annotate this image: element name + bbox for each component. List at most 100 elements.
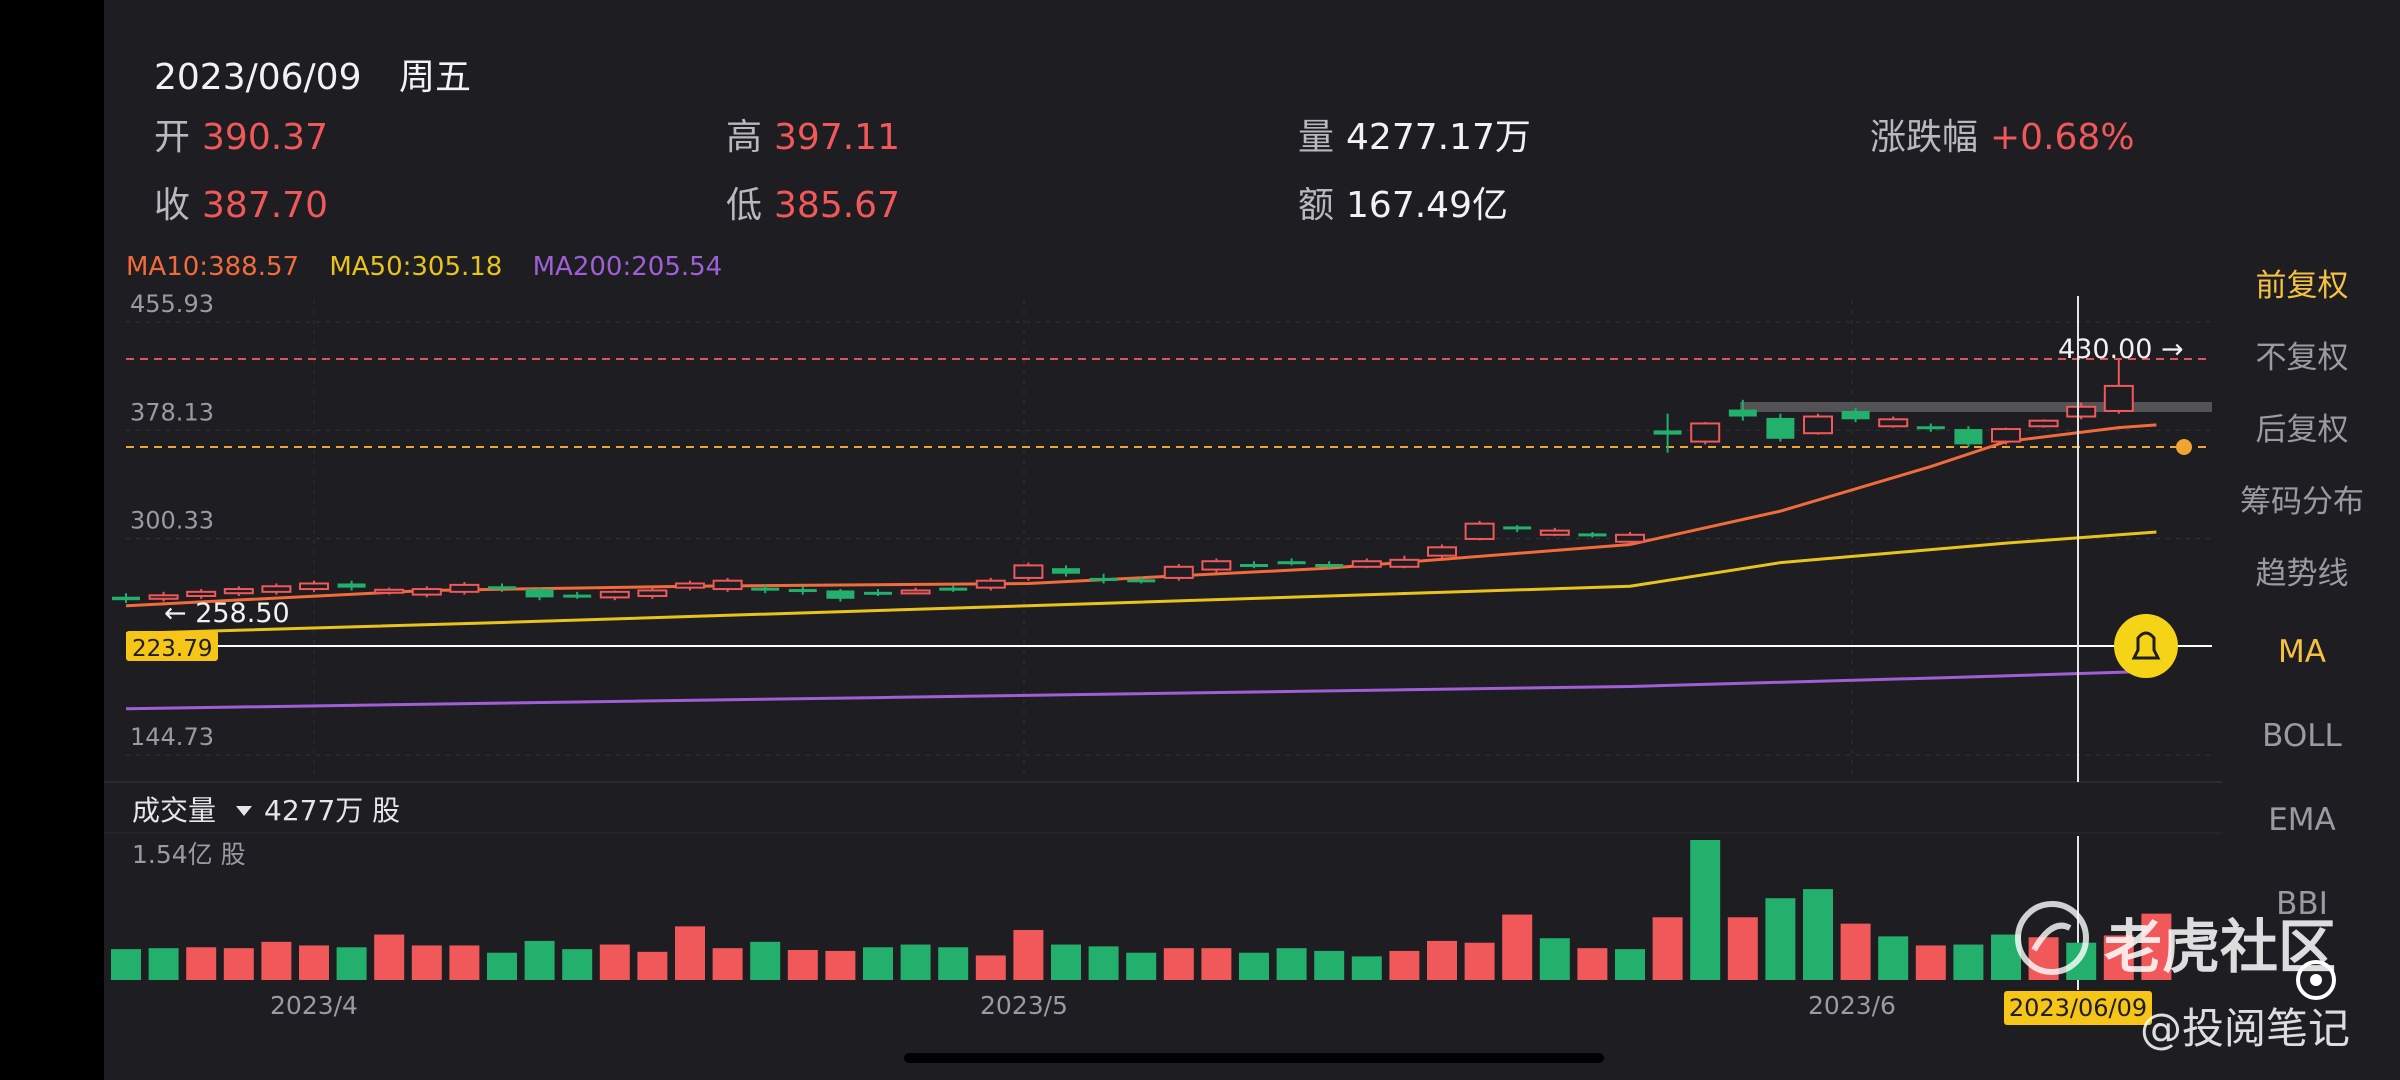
- candle-body-down: [1503, 526, 1532, 530]
- indicator-ma[interactable]: MA: [2278, 634, 2326, 670]
- volume-bar: [1765, 898, 1796, 980]
- volume-bar: [374, 934, 405, 980]
- volume-max-label: 1.54亿 股: [132, 840, 246, 869]
- candle-body-down: [1277, 561, 1306, 565]
- volume-bar: [524, 940, 555, 980]
- volume-quote: 量 4277.17万: [1298, 108, 1531, 160]
- volume-bar: [1013, 930, 1044, 980]
- candle-body-up: [2103, 384, 2134, 412]
- indicator-boll[interactable]: BOLL: [2262, 718, 2342, 754]
- candle-body-down: [1653, 430, 1682, 435]
- change-value: +0.68%: [1990, 117, 2135, 158]
- y-tick-label: 378.13: [130, 398, 214, 426]
- min-price-marker: ← 258.50: [164, 598, 290, 629]
- candle-body-down: [488, 586, 516, 590]
- sidebar-item-backward-adjust[interactable]: 后复权: [2255, 412, 2349, 448]
- indicator-ema[interactable]: EMA: [2268, 802, 2336, 838]
- candle-body-up: [1013, 564, 1044, 579]
- watermark-brand: 老虎社区: [2104, 913, 2337, 981]
- volume-bar: [562, 949, 593, 980]
- volume-label: 量: [1298, 117, 1335, 158]
- low-value: 385.67: [774, 185, 900, 226]
- candle-body-up: [148, 594, 179, 600]
- candle-body-up: [1163, 565, 1194, 579]
- candle-body-down: [1728, 409, 1757, 417]
- candle-body-down: [788, 589, 817, 593]
- low-quote: 低 385.67: [726, 176, 900, 228]
- volume-bar: [1502, 914, 1533, 980]
- volume-bar: [1915, 945, 1946, 980]
- change-quote: 涨跌幅 +0.68%: [1870, 108, 2135, 160]
- candle-body-down: [563, 594, 592, 598]
- chart-sidebar: 前复权 不复权 后复权 筹码分布 趋势线 MA BOLL EMA BBI: [2222, 250, 2382, 946]
- volume-bar: [637, 951, 668, 980]
- candle-body-down: [525, 589, 554, 598]
- volume-bar: [975, 955, 1006, 980]
- volume-bar: [1051, 944, 1081, 980]
- candle-body-up: [1991, 428, 2021, 443]
- amount-value: 167.49亿: [1346, 185, 1508, 226]
- close-value: 387.70: [202, 185, 328, 226]
- volume-bar: [1727, 917, 1758, 980]
- app-root: 2023/06/09 周五 开 390.37 高 397.11 量 4277.17万 …: [104, 0, 2400, 1080]
- candle-body-down: [1766, 417, 1795, 439]
- change-label: 涨跌幅: [1870, 117, 1979, 158]
- candle-body-up: [2028, 419, 2059, 428]
- volume-bar: [411, 945, 442, 980]
- tiger-logo-icon: [2015, 901, 2089, 975]
- max-price-marker: 430.00 →: [2058, 334, 2184, 365]
- volume-bar: [449, 945, 480, 980]
- ma10-legend: MA10:388.57: [126, 252, 300, 282]
- orange-bell-icon: [2176, 439, 2192, 455]
- volume-bar: [1953, 944, 1984, 980]
- candle-body-up: [1427, 546, 1457, 557]
- candle-body-up: [712, 579, 743, 591]
- volume-bar: [1840, 923, 1871, 980]
- amount-quote: 额 167.49亿: [1298, 176, 1508, 228]
- volume-bar: [863, 947, 893, 980]
- candlestick-chart[interactable]: 455.93 378.13 300.33 144.73 223.79 ← 258.50 43…: [104, 0, 2222, 1080]
- sidebar-item-chip-distribution[interactable]: 筹码分布: [2240, 484, 2364, 520]
- volume-bar: [1539, 938, 1570, 980]
- sidebar-item-no-adjust[interactable]: 不复权: [2255, 340, 2349, 376]
- volume-bar: [712, 948, 743, 980]
- candle-body-up: [2066, 405, 2097, 418]
- candle-body-down: [751, 587, 780, 591]
- candle-body-up: [1690, 422, 1721, 443]
- volume-bar: [148, 948, 179, 980]
- amount-label: 额: [1298, 185, 1335, 226]
- current-price-badge: [126, 631, 218, 661]
- candle-body-up: [186, 590, 217, 598]
- selected-date: 2023/06/09: [154, 57, 362, 98]
- sidebar-item-trendline[interactable]: 趋势线: [2255, 556, 2349, 592]
- candle-body-up: [599, 590, 630, 599]
- candle-body-up: [374, 588, 405, 594]
- volume-bar: [1201, 948, 1232, 980]
- candle-body-down: [1089, 577, 1118, 581]
- volume-bar: [223, 948, 254, 980]
- ma200-line: [125, 669, 2157, 711]
- candle-body-up: [261, 585, 292, 593]
- volume-bar: [1163, 948, 1194, 980]
- ma200-legend: MA200:205.54: [532, 252, 723, 282]
- bell-glyph-icon: [2131, 631, 2161, 660]
- ma-legend: MA10:388.57 MA50:305.18 MA200:205.54: [126, 252, 744, 282]
- candle-body-down: [1841, 410, 1870, 420]
- ma50-line: [125, 530, 2157, 636]
- volume-bar: [938, 947, 969, 980]
- candle-body-down: [1315, 564, 1344, 568]
- candle-body-down: [337, 583, 366, 588]
- open-quote: 开 390.37: [154, 108, 328, 160]
- volume-value: 4277.17万: [1346, 117, 1531, 158]
- home-indicator[interactable]: [904, 1053, 1604, 1063]
- sidebar-item-forward-adjust[interactable]: 前复权: [2255, 268, 2349, 304]
- candle-body-up: [637, 589, 668, 598]
- volume-bar: [1239, 952, 1269, 980]
- volume-bar: [1427, 940, 1457, 980]
- volume-title: 成交量: [132, 794, 216, 827]
- indicator-bbi[interactable]: BBI: [2276, 886, 2328, 922]
- volume-bar: [750, 941, 781, 980]
- candle-body-up: [1389, 558, 1420, 568]
- volume-bar: [336, 947, 367, 980]
- open-value: 390.37: [202, 117, 328, 158]
